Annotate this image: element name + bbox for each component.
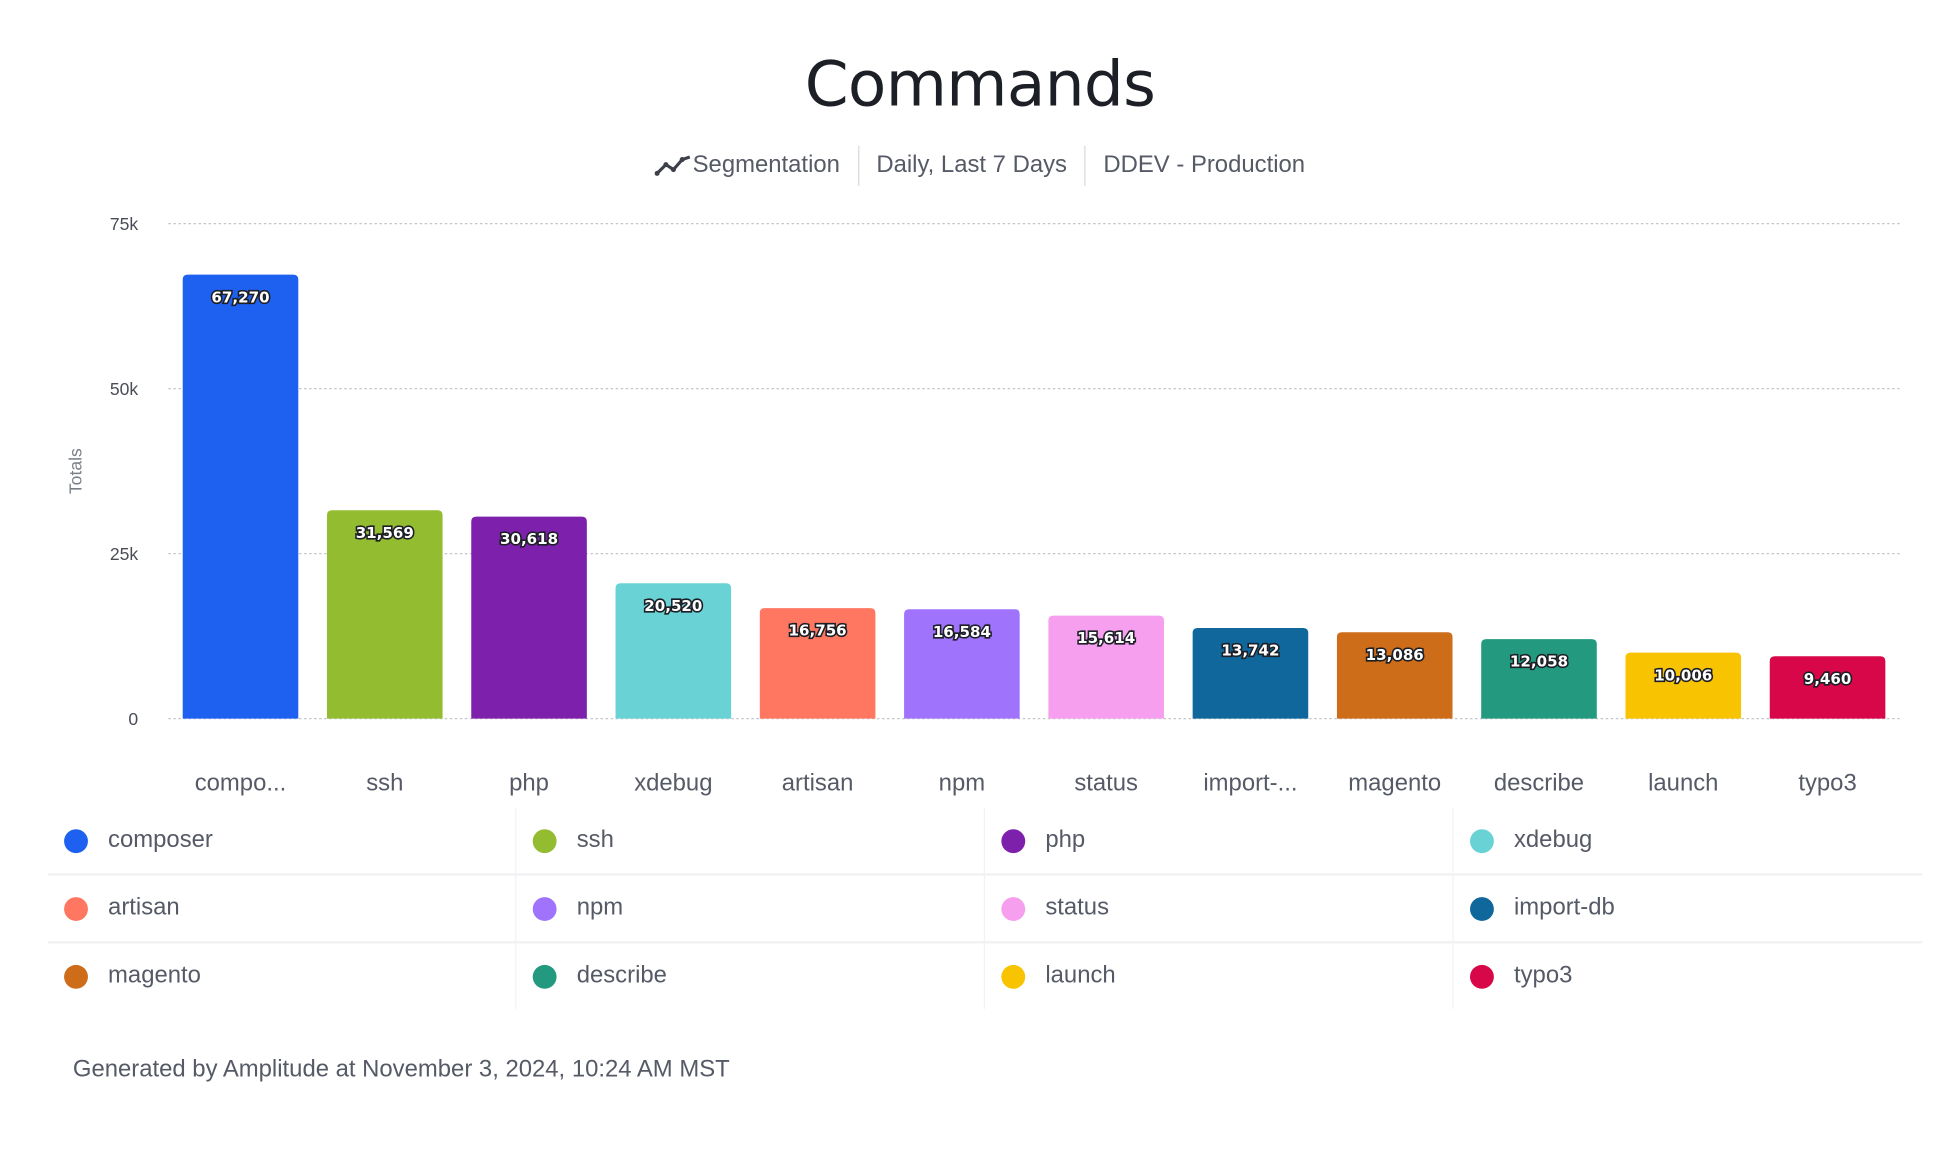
- data-label: 15,614: [1077, 629, 1135, 647]
- legend-item-composer[interactable]: composer: [47, 807, 517, 876]
- legend-swatch-icon: [64, 828, 88, 853]
- bar-composer: [182, 274, 299, 719]
- x-tick-label: magento: [1348, 769, 1441, 796]
- legend-item-import-db[interactable]: import-db: [1453, 876, 1923, 944]
- x-tick-label: php: [509, 769, 549, 796]
- x-tick-label: ssh: [366, 769, 403, 796]
- chart-legend: composer ssh php xdebug artisan npm status impo…: [47, 807, 1923, 1009]
- bar-status: [1048, 615, 1164, 719]
- legend-swatch-icon: [1001, 964, 1026, 989]
- divider: [1084, 145, 1086, 186]
- legend-label: artisan: [108, 894, 180, 921]
- legend-item-artisan[interactable]: artisan: [47, 875, 517, 944]
- data-label: 12,058: [1510, 653, 1568, 671]
- bar-artisan: [759, 608, 876, 719]
- bar-php: [471, 516, 587, 719]
- data-label: 16,584: [933, 623, 991, 641]
- y-tick-label: 50k: [110, 379, 139, 399]
- legend-swatch-icon: [1469, 896, 1494, 921]
- data-label: 13,086: [1366, 646, 1424, 664]
- legend-label: typo3: [1513, 962, 1573, 989]
- bar-describe: [1481, 639, 1597, 719]
- legend-swatch-icon: [532, 828, 557, 853]
- data-label: 30,618: [500, 530, 558, 548]
- legend-item-status[interactable]: status: [985, 875, 1454, 944]
- legend-label: import-db: [1513, 894, 1615, 921]
- y-tick-label: 75k: [110, 214, 139, 234]
- bar-magento: [1336, 632, 1453, 719]
- legend-item-launch[interactable]: launch: [985, 943, 1454, 1009]
- y-axis-label: Totals: [66, 448, 86, 494]
- legend-item-npm[interactable]: npm: [516, 875, 986, 944]
- bar-launch: [1625, 652, 1742, 719]
- legend-swatch-icon: [532, 896, 557, 921]
- subtitle-segmentation: Segmentation: [637, 146, 857, 186]
- x-tick-label: launch: [1648, 769, 1718, 796]
- bar-typo3: [1769, 656, 1886, 719]
- x-tick-label: typo3: [1798, 769, 1856, 796]
- legend-label: describe: [576, 962, 667, 989]
- y-tick-label: 25k: [110, 544, 139, 564]
- data-label: 9,460: [1804, 670, 1852, 688]
- legend-label: composer: [108, 826, 213, 854]
- x-tick-label: artisan: [782, 769, 854, 796]
- bar-chart: 0 25k 50k 75k Totals 67,270 compo... 31,569 ssh 3…: [66, 214, 1900, 796]
- subtitle-item: Daily, Last 7 Days: [876, 152, 1067, 179]
- x-tick-label: compo...: [195, 769, 287, 796]
- y-tick-label: 0: [128, 709, 138, 729]
- x-tick-label: status: [1074, 769, 1138, 796]
- data-label: 13,742: [1221, 642, 1279, 660]
- data-label: 31,569: [356, 524, 414, 542]
- bar-ssh: [326, 510, 443, 719]
- x-tick-label: describe: [1494, 769, 1584, 796]
- legend-item-magento[interactable]: magento: [48, 943, 517, 1009]
- legend-swatch-icon: [1001, 896, 1026, 921]
- legend-label: status: [1045, 894, 1110, 921]
- bar-npm: [904, 609, 1020, 719]
- legend-label: launch: [1045, 962, 1116, 989]
- legend-swatch-icon: [1001, 828, 1026, 853]
- bar-import-db: [1192, 627, 1309, 719]
- x-tick-label: import-...: [1203, 769, 1297, 796]
- x-tick-label: xdebug: [634, 769, 712, 796]
- legend-label: ssh: [576, 826, 614, 854]
- legend-item-typo3[interactable]: typo3: [1454, 944, 1923, 1009]
- x-tick-label: npm: [939, 769, 985, 796]
- subtitle-item: Segmentation: [692, 152, 840, 179]
- legend-swatch-icon: [1469, 828, 1494, 853]
- data-label: 16,756: [789, 622, 847, 640]
- legend-label: xdebug: [1513, 826, 1593, 854]
- data-label: 20,520: [644, 597, 702, 615]
- data-label: 10,006: [1654, 666, 1712, 684]
- chart-subtitle: Segmentation Daily, Last 7 Days DDEV - P…: [0, 145, 1960, 186]
- divider: [857, 145, 859, 186]
- data-label: 67,270: [211, 288, 269, 306]
- footer-text: Generated by Amplitude at November 3, 20…: [72, 1056, 730, 1084]
- legend-swatch-icon: [64, 964, 88, 989]
- legend-item-php[interactable]: php: [985, 807, 1454, 876]
- legend-label: magento: [108, 962, 201, 989]
- legend-label: npm: [576, 894, 624, 921]
- legend-label: php: [1045, 826, 1086, 854]
- legend-swatch-icon: [64, 896, 88, 921]
- line-chart-icon: [654, 155, 691, 176]
- legend-swatch-icon: [1469, 964, 1494, 989]
- legend-item-describe[interactable]: describe: [516, 943, 986, 1009]
- legend-item-xdebug[interactable]: xdebug: [1453, 808, 1923, 876]
- bar-xdebug: [615, 583, 732, 719]
- page-title: Commands: [804, 47, 1156, 121]
- subtitle-item: DDEV - Production: [1103, 152, 1306, 179]
- legend-swatch-icon: [532, 964, 557, 989]
- legend-item-ssh[interactable]: ssh: [516, 807, 986, 876]
